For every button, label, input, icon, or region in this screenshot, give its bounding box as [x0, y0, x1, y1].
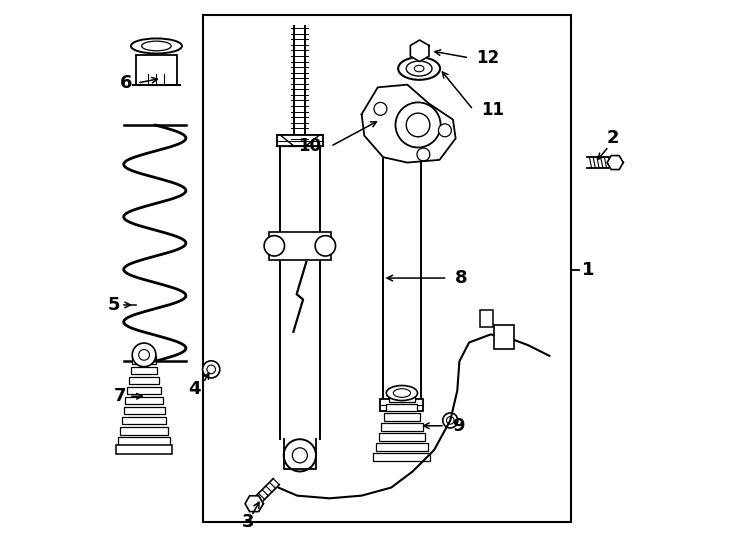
Ellipse shape [414, 65, 424, 72]
Circle shape [443, 413, 458, 428]
Ellipse shape [386, 386, 418, 401]
Bar [203, 15, 571, 523]
Ellipse shape [131, 38, 182, 53]
Bar [118, 437, 170, 444]
Bar [132, 356, 156, 364]
Circle shape [438, 124, 451, 137]
Bar [129, 376, 159, 384]
Text: 1: 1 [582, 261, 595, 279]
Circle shape [284, 439, 316, 471]
Circle shape [132, 343, 156, 367]
Bar [374, 453, 430, 461]
Bar [494, 325, 514, 349]
Text: 5: 5 [107, 296, 120, 314]
Text: 7: 7 [114, 387, 126, 405]
Circle shape [264, 235, 285, 256]
Circle shape [203, 361, 219, 378]
Bar [122, 417, 167, 424]
Text: 9: 9 [452, 417, 465, 435]
Circle shape [414, 45, 425, 56]
Bar [384, 414, 420, 421]
Text: 12: 12 [476, 49, 500, 67]
Ellipse shape [406, 61, 432, 76]
Bar [277, 134, 323, 146]
Circle shape [446, 417, 454, 424]
Bar [389, 394, 415, 402]
Circle shape [417, 148, 430, 161]
Ellipse shape [398, 57, 440, 80]
Polygon shape [362, 85, 456, 163]
Circle shape [407, 113, 414, 121]
Text: 8: 8 [454, 269, 468, 287]
Bar [123, 407, 164, 414]
Ellipse shape [393, 389, 410, 397]
Bar [387, 403, 418, 411]
Bar [376, 443, 428, 451]
Bar [379, 433, 425, 441]
Circle shape [390, 113, 397, 121]
Circle shape [398, 113, 406, 121]
Text: 10: 10 [298, 138, 321, 156]
Circle shape [139, 349, 150, 360]
Polygon shape [607, 156, 623, 170]
Bar [380, 399, 424, 411]
Text: 11: 11 [481, 101, 504, 119]
Bar [116, 444, 172, 454]
Polygon shape [410, 40, 429, 62]
Bar [381, 423, 423, 431]
Bar [480, 310, 493, 327]
Bar [131, 367, 157, 374]
Circle shape [292, 448, 308, 463]
Bar [127, 387, 161, 394]
Bar [126, 397, 163, 404]
Circle shape [374, 103, 387, 115]
Bar [120, 427, 168, 435]
Circle shape [406, 113, 430, 137]
Text: 6: 6 [120, 74, 133, 92]
Bar [269, 232, 331, 260]
Text: 2: 2 [606, 130, 619, 147]
Text: 3: 3 [241, 514, 254, 531]
Ellipse shape [142, 41, 171, 51]
Bar [136, 55, 177, 85]
Circle shape [207, 365, 216, 374]
Text: 4: 4 [188, 380, 200, 399]
Circle shape [315, 235, 335, 256]
Circle shape [396, 103, 440, 147]
Bar [381, 107, 423, 127]
Polygon shape [245, 496, 264, 511]
